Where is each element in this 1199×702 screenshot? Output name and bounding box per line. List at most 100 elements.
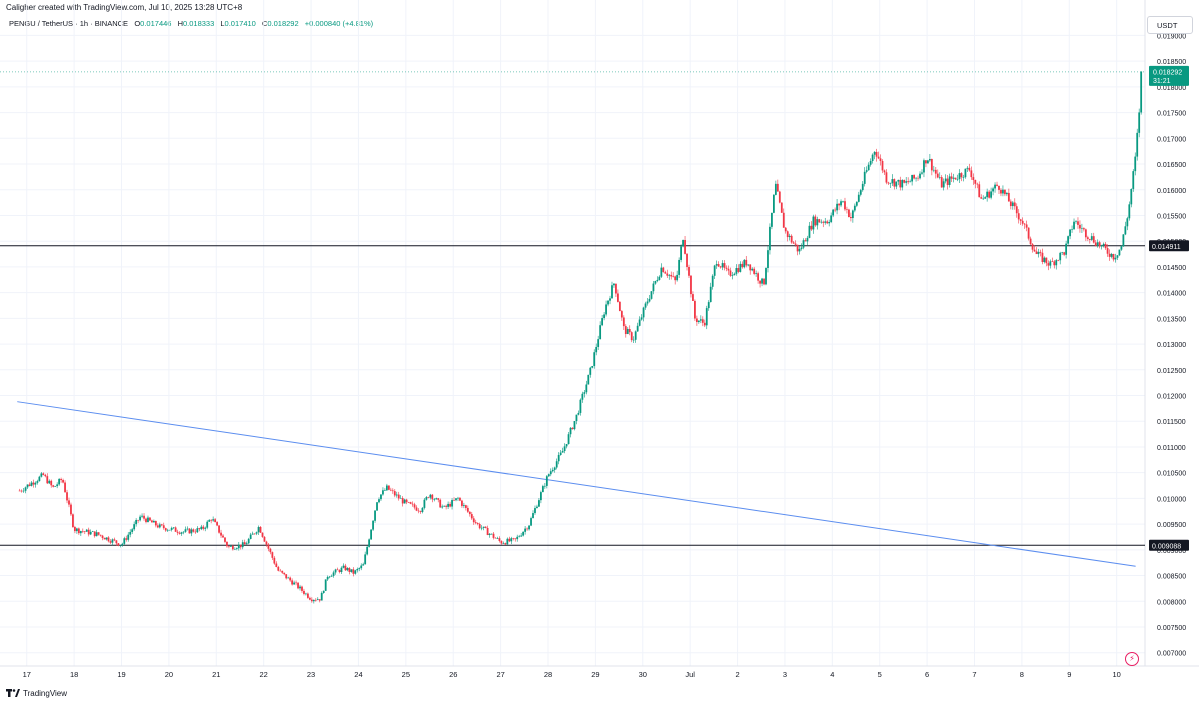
time-tick-label: 4	[830, 670, 834, 679]
candle-body	[285, 574, 288, 579]
candle-body	[308, 597, 311, 600]
candle-body	[81, 531, 84, 532]
time-axis[interactable]: 17 18 19 20 21 22 23 24 25 26 27 28 29 30 Jul 2 3 4 5 6 7 8 9 1…	[23, 670, 1121, 679]
candle-body	[334, 569, 337, 573]
candle-body	[599, 325, 602, 340]
candle-body	[380, 494, 382, 500]
candle-body	[735, 268, 738, 274]
candle-body	[978, 184, 981, 198]
candle-body	[626, 329, 629, 335]
candle-body	[382, 490, 384, 495]
price-tick-label: 0.010500	[1157, 471, 1186, 478]
candle-body	[1035, 251, 1038, 255]
price-axis[interactable]: 0.019000 0.018500 0.018000 0.017500 0.017000…	[1157, 33, 1186, 657]
price-tick-label: 0.011000	[1157, 445, 1186, 452]
open-label: O	[134, 19, 141, 28]
candle-body	[784, 227, 787, 232]
candle-body	[1021, 220, 1024, 224]
horizontal-lines[interactable]	[0, 245, 1145, 546]
candle-body	[1136, 132, 1139, 157]
candle-body	[988, 191, 991, 198]
candle-body	[962, 177, 965, 178]
candle-body	[253, 533, 256, 535]
candle-body	[857, 194, 860, 202]
candle-body	[168, 529, 171, 531]
trendline-group[interactable]	[17, 401, 1136, 567]
candle-body	[577, 412, 580, 415]
candle-body	[678, 259, 681, 275]
candle-body	[883, 170, 886, 173]
candle-body	[788, 235, 791, 238]
candle-body	[1013, 202, 1016, 207]
candle-body	[466, 507, 469, 512]
candle-body	[672, 276, 675, 278]
candle-body	[889, 183, 892, 184]
candle-body	[93, 531, 96, 537]
candle-body	[1122, 234, 1125, 247]
candle-body	[441, 506, 444, 508]
candle-body	[853, 205, 856, 211]
candle-body	[966, 167, 969, 169]
lightning-icon[interactable]: ⚡	[1125, 652, 1139, 666]
candle-body	[439, 499, 442, 508]
candle-body	[249, 534, 252, 539]
candle-body	[330, 575, 333, 577]
candle-body	[214, 519, 217, 523]
candle-body	[62, 480, 64, 483]
candle-body	[1043, 257, 1046, 263]
candle-body	[618, 301, 621, 312]
candle-body	[954, 177, 957, 180]
candle-body	[551, 469, 554, 472]
candle-body	[243, 542, 246, 545]
symbol-label[interactable]: PENGU / TetherUS · 1h · BINANCE	[9, 19, 129, 28]
candle-body	[366, 546, 369, 555]
candle-body	[994, 184, 996, 189]
currency-label[interactable]: USDT	[1147, 16, 1193, 34]
candle-body	[751, 268, 754, 271]
candle-body	[451, 500, 453, 507]
candle-body	[1120, 246, 1123, 250]
candle-body	[74, 527, 76, 532]
candle-body	[184, 529, 187, 532]
candle-body	[1027, 227, 1030, 239]
candle-body	[782, 212, 785, 228]
candle-body	[194, 531, 197, 533]
candle-body	[772, 194, 775, 213]
candle-body	[903, 180, 906, 183]
candle-body	[680, 246, 682, 260]
candle-body	[1112, 253, 1115, 260]
candle-body	[263, 536, 266, 542]
time-tick-label: 21	[212, 670, 220, 679]
candle-body	[87, 529, 90, 535]
candle-body	[688, 267, 690, 276]
time-tick-label: 22	[260, 670, 268, 679]
candle-body	[389, 489, 392, 491]
candle-body	[1134, 156, 1137, 172]
candle-body	[1132, 171, 1135, 189]
candle-body	[470, 514, 473, 519]
candle-body	[24, 487, 27, 491]
candle-body	[395, 494, 398, 496]
price-tick-label: 0.007000	[1157, 651, 1186, 658]
candle-body	[721, 263, 724, 268]
candle-body	[310, 599, 313, 602]
candle-body	[776, 183, 779, 192]
candle-body	[83, 531, 86, 532]
candle-body	[340, 567, 343, 573]
candle-body	[747, 264, 750, 266]
candle-body	[1047, 263, 1050, 266]
candle-body	[1114, 257, 1117, 260]
candle-body	[22, 490, 25, 492]
time-tick-label: Jul	[685, 670, 695, 679]
price-tick-label: 0.014000	[1157, 291, 1186, 298]
candle-body	[859, 190, 862, 195]
candle-body	[593, 352, 596, 367]
candle-body	[265, 541, 268, 545]
candle-body	[218, 525, 220, 533]
candle-body	[998, 185, 1000, 190]
candle-body	[273, 557, 276, 564]
candle-body	[332, 572, 335, 576]
candle-body	[372, 520, 374, 530]
candle-body	[117, 543, 120, 546]
